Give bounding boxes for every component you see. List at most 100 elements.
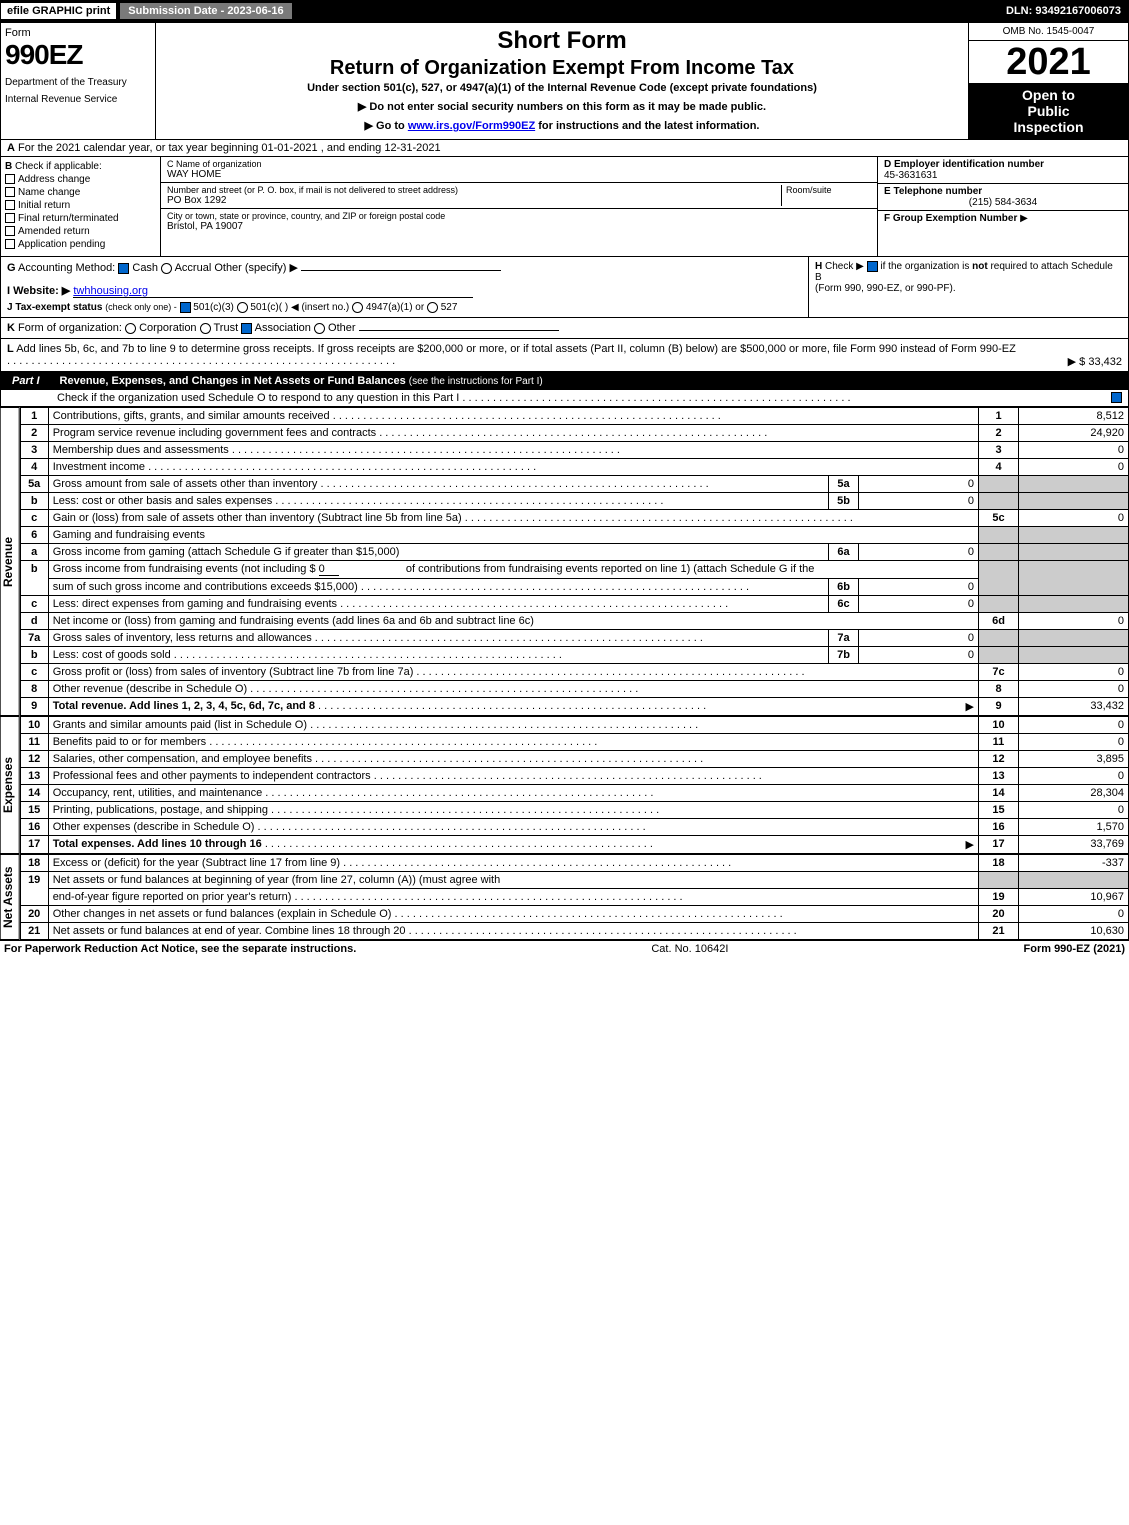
n: 9 [20, 698, 48, 716]
opt-assoc: Association [255, 322, 311, 334]
bn: 3 [979, 442, 1019, 459]
checkbox-assoc[interactable] [241, 323, 252, 334]
d: Benefits paid to or for members [48, 734, 978, 751]
col-c: C Name of organization WAY HOME Number a… [161, 157, 878, 256]
bn: 9 [979, 698, 1019, 716]
sn: 5b [829, 493, 859, 510]
checkbox-accrual[interactable] [161, 263, 172, 274]
sn: 6b [829, 579, 859, 596]
checkbox-cash[interactable] [118, 263, 129, 274]
n: 21 [20, 923, 48, 940]
directive-post: for instructions and the latest informat… [535, 120, 759, 132]
v: 0 [1019, 717, 1129, 734]
tel-value: (215) 584-3634 [884, 197, 1122, 208]
bn: 19 [979, 889, 1019, 906]
sn: 6c [829, 596, 859, 613]
leaders [7, 355, 395, 367]
d: Gross profit or (loss) from sales of inv… [48, 664, 978, 681]
city-label: City or town, state or province, country… [167, 211, 871, 221]
revenue-section: Revenue 1Contributions, gifts, grants, a… [0, 407, 1129, 716]
bn: 1 [979, 408, 1019, 425]
row-l: L Add lines 5b, 6c, and 7b to line 9 to … [0, 339, 1129, 372]
efile-print[interactable]: efile GRAPHIC print [0, 2, 117, 20]
line-12: 12Salaries, other compensation, and empl… [20, 751, 1128, 768]
h-text1: Check ▶ [825, 261, 864, 272]
checkbox-4947[interactable] [352, 302, 363, 313]
v: 0 [1019, 734, 1129, 751]
d: Gross income from gaming (attach Schedul… [48, 544, 828, 561]
other-input[interactable] [301, 270, 501, 271]
irs-link[interactable]: www.irs.gov/Form990EZ [408, 120, 535, 132]
grey [979, 872, 1019, 889]
d: Total expenses. Add lines 10 through 16 … [48, 836, 978, 854]
line-11: 11Benefits paid to or for members110 [20, 734, 1128, 751]
amt: 0 [319, 563, 339, 576]
checkbox-amended[interactable] [5, 226, 15, 236]
leaders [265, 838, 653, 850]
short-form-title: Short Form [166, 27, 958, 55]
n: 6 [20, 527, 48, 544]
expenses-section: Expenses 10Grants and similar amounts pa… [0, 716, 1129, 854]
line-14: 14Occupancy, rent, utilities, and mainte… [20, 785, 1128, 802]
line-20: 20Other changes in net assets or fund ba… [20, 906, 1128, 923]
v: 24,920 [1019, 425, 1129, 442]
grey [979, 630, 1019, 647]
grp-label: F Group Exemption Number [884, 213, 1017, 224]
header-center: Short Form Return of Organization Exempt… [156, 23, 968, 139]
n: 5a [20, 476, 48, 493]
h-text4: (Form 990, 990-EZ, or 990-PF). [815, 283, 1122, 294]
line-21: 21Net assets or fund balances at end of … [20, 923, 1128, 940]
other-org-input[interactable] [359, 330, 559, 331]
checkbox-501c3[interactable] [180, 302, 191, 313]
d: Program service revenue including govern… [48, 425, 978, 442]
checkbox-address-change[interactable] [5, 174, 15, 184]
g-label: G [7, 262, 16, 274]
line-17: 17Total expenses. Add lines 10 through 1… [20, 836, 1128, 854]
line-7c: cGross profit or (loss) from sales of in… [20, 664, 1128, 681]
checkbox-501c[interactable] [237, 302, 248, 313]
part1-label: Part I [0, 372, 52, 390]
checkbox-pending[interactable] [5, 239, 15, 249]
checkbox-initial-return[interactable] [5, 200, 15, 210]
subtitle: Under section 501(c), 527, or 4947(a)(1)… [166, 82, 958, 94]
n: c [20, 596, 48, 613]
footer-right: Form 990-EZ (2021) [1024, 943, 1126, 955]
netassets-section: Net Assets 18Excess or (deficit) for the… [0, 854, 1129, 940]
side-netassets: Net Assets [0, 854, 20, 940]
bn: 4 [979, 459, 1019, 476]
checkbox-other-org[interactable] [314, 323, 325, 334]
return-title: Return of Organization Exempt From Incom… [166, 57, 958, 80]
part1-check-text: Check if the organization used Schedule … [57, 392, 851, 404]
n: b [20, 493, 48, 510]
checkbox-schedule-o[interactable] [1111, 392, 1122, 403]
checkbox-527[interactable] [427, 302, 438, 313]
checkbox-name-change[interactable] [5, 187, 15, 197]
grey [979, 527, 1019, 544]
sn: 5a [829, 476, 859, 493]
opt-accrual: Accrual [175, 262, 212, 274]
checkbox-scheduleb[interactable] [867, 261, 878, 272]
grey [1019, 544, 1129, 561]
v: 0 [1019, 768, 1129, 785]
line-6d: dNet income or (loss) from gaming and fu… [20, 613, 1128, 630]
sv: 0 [859, 476, 979, 493]
checkbox-trust[interactable] [200, 323, 211, 334]
opt-amended: Amended return [18, 226, 90, 237]
d: Less: cost or other basis and sales expe… [48, 493, 828, 510]
part1-check-row: Check if the organization used Schedule … [0, 390, 1129, 407]
d-text: Total expenses. Add lines 10 through 16 [53, 838, 262, 850]
opt-cash: Cash [132, 262, 158, 274]
line-2: 2Program service revenue including gover… [20, 425, 1128, 442]
d: Gain or (loss) from sale of assets other… [48, 510, 978, 527]
v: 0 [1019, 906, 1129, 923]
opt-name-change: Name change [18, 187, 80, 198]
checkbox-final-return[interactable] [5, 213, 15, 223]
checkbox-corp[interactable] [125, 323, 136, 334]
tax-year: 2021 [969, 41, 1128, 83]
website-link[interactable]: twhhousing.org [73, 285, 473, 298]
revenue-table: 1Contributions, gifts, grants, and simil… [20, 407, 1129, 716]
netassets-table: 18Excess or (deficit) for the year (Subt… [20, 854, 1129, 940]
line-3: 3Membership dues and assessments30 [20, 442, 1128, 459]
d: Other expenses (describe in Schedule O) [48, 819, 978, 836]
bn: 18 [979, 855, 1019, 872]
